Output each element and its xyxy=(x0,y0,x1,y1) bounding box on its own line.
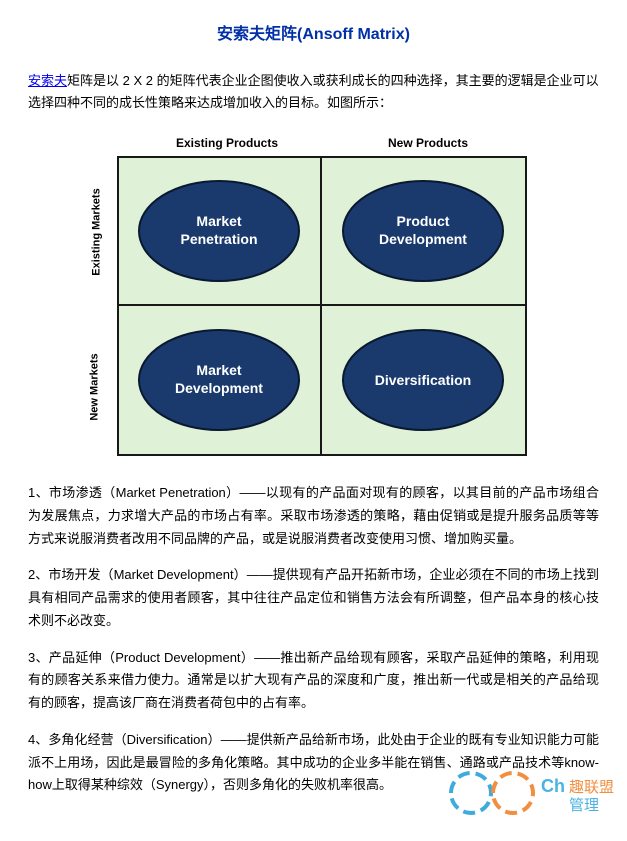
cell-label-line2: Penetration xyxy=(180,231,257,247)
matrix-column-headers: Existing Products New Products xyxy=(127,136,529,150)
row-header-new-markets: New Markets xyxy=(88,354,100,421)
page-title: 安索夫矩阵(Ansoff Matrix) xyxy=(28,20,599,44)
ansoff-matrix-diagram: Existing Products New Products Existing … xyxy=(99,136,529,456)
paragraph-market-development: 2、市场开发（Market Development）——提供现有产品开拓新市场，… xyxy=(28,564,599,632)
matrix-grid: Market Penetration Product Development M… xyxy=(117,156,527,456)
cell-label-line1: Product xyxy=(397,213,450,229)
matrix-cell-market-development: Market Development xyxy=(119,306,322,454)
row-header-existing-markets: Existing Markets xyxy=(90,188,102,275)
cell-label-line1: Market xyxy=(196,362,241,378)
paragraph-diversification: 4、多角化经营（Diversification）——提供新产品给新市场，此处由于… xyxy=(28,729,599,797)
cell-label-line2: Development xyxy=(379,231,467,247)
paragraph-product-development: 3、产品延伸（Product Development）——推出新产品给现有顾客，… xyxy=(28,647,599,715)
matrix-cell-diversification: Diversification xyxy=(322,306,525,454)
intro-body: 矩阵是以 2 X 2 的矩阵代表企业企图使收入或获利成长的四种选择，其主要的逻辑… xyxy=(28,73,599,110)
cell-label-line1: Market xyxy=(196,213,241,229)
col-header-existing-products: Existing Products xyxy=(127,136,328,150)
paragraph-market-penetration: 1、市场渗透（Market Penetration）——以现有的产品面对现有的顾… xyxy=(28,482,599,550)
cell-label-line1: Diversification xyxy=(375,372,471,388)
col-header-new-products: New Products xyxy=(328,136,529,150)
intro-paragraph: 安索夫矩阵是以 2 X 2 的矩阵代表企业企图使收入或获利成长的四种选择，其主要… xyxy=(28,70,599,114)
ansoff-link[interactable]: 安索夫 xyxy=(28,73,67,88)
matrix-cell-product-development: Product Development xyxy=(322,158,525,306)
matrix-cell-market-penetration: Market Penetration xyxy=(119,158,322,306)
cell-label-line2: Development xyxy=(175,380,263,396)
document-page: 安索夫矩阵(Ansoff Matrix) 安索夫矩阵是以 2 X 2 的矩阵代表… xyxy=(0,0,627,841)
